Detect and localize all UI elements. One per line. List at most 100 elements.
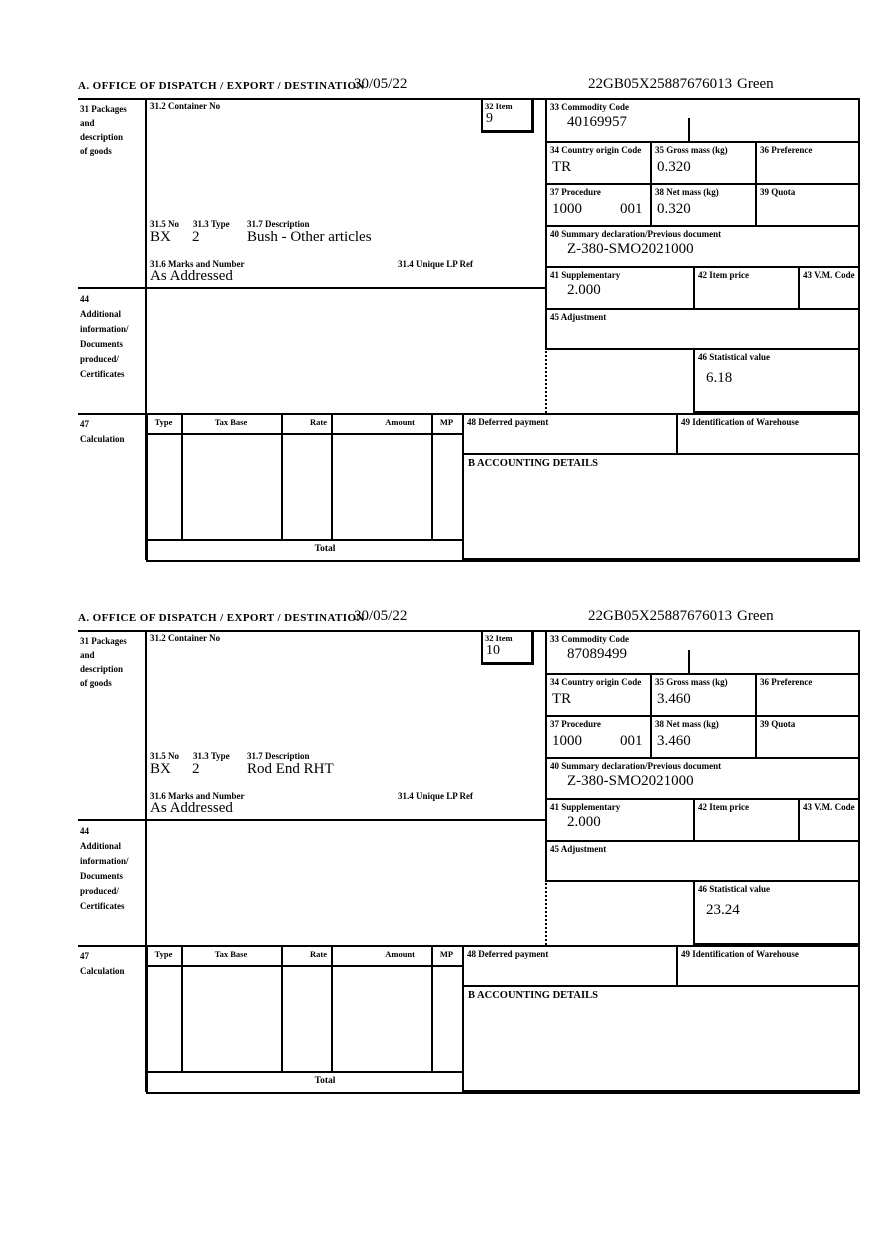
left-column-divider <box>145 98 147 560</box>
procedure-value-1: 1000 <box>552 201 582 217</box>
item-price-label: 42 Item price <box>698 802 749 812</box>
unique-lp-ref-label: 31.4 Unique LP Ref <box>398 259 474 269</box>
calc-col-line <box>431 945 433 1071</box>
statistical-value-label: 46 Statistical value <box>698 352 770 362</box>
quota-label: 39 Quota <box>760 719 796 729</box>
country-origin-box: 34 Country origin Code TR <box>545 141 652 185</box>
procedure-value-2: 001 <box>620 733 643 749</box>
calc-header-bottom-border <box>146 433 462 435</box>
commodity-code-box: 33 Commodity Code 87089499 <box>545 630 860 675</box>
previous-document-value: Z-380-SMO2021000 <box>567 241 694 257</box>
calc-col-taxbase: Tax Base <box>214 417 248 427</box>
procedure-label: 37 Procedure <box>550 187 601 197</box>
unique-lp-ref-label: 31.4 Unique LP Ref <box>398 791 474 801</box>
commodity-code-label: 33 Commodity Code <box>550 102 629 112</box>
item-number-box: 32 Item 10 <box>481 630 534 665</box>
commodity-code-box: 33 Commodity Code 40169957 <box>545 98 860 143</box>
summary-declaration-box: 40 Summary declaration/Previous document… <box>545 757 860 800</box>
marks-number-label: 31.6 Marks and Number <box>150 791 245 801</box>
deferred-payment-box: 48 Deferred payment <box>462 945 678 987</box>
item-block-2: A. OFFICE OF DISPATCH / EXPORT / DESTINA… <box>0 607 882 1139</box>
warehouse-label: 49 Identification of Warehouse <box>681 949 799 959</box>
statistical-value: 6.18 <box>706 370 733 386</box>
vm-code-box: 43 V.M. Code <box>798 266 860 310</box>
declaration-reference: 22GB05X25887676013 <box>588 76 733 92</box>
accounting-details-label: B ACCOUNTING DETAILS <box>468 458 598 469</box>
adjustment-label: 45 Adjustment <box>550 312 607 322</box>
statistical-value-box: 46 Statistical value 23.24 <box>693 880 860 945</box>
gross-mass-label: 35 Gross mass (kg) <box>655 145 728 155</box>
calc-col-mp: MP <box>439 417 454 427</box>
summary-declaration-label: 40 Summary declaration/Previous document <box>550 761 722 771</box>
pkg-type-label: 31.3 Type <box>193 219 230 229</box>
declaration-date: 30/05/22 <box>354 608 408 624</box>
box44-label: 44 Additional information/ Documents pro… <box>80 826 129 911</box>
item-number-value: 10 <box>486 643 500 658</box>
commodity-code-value: 87089499 <box>567 646 627 662</box>
country-origin-value: TR <box>552 691 572 707</box>
vm-code-label: 43 V.M. Code <box>803 270 855 280</box>
total-label: Total <box>314 544 336 554</box>
box47-label: 47 Calculation <box>80 419 125 444</box>
calc-col-line <box>181 413 183 539</box>
container-no-label: 31.2 Container No <box>150 101 221 111</box>
gross-mass-value: 3.460 <box>657 691 691 707</box>
net-mass-label: 38 Net mass (kg) <box>655 187 719 197</box>
quota-box: 39 Quota <box>755 715 860 759</box>
statistical-value-box: 46 Statistical value 6.18 <box>693 348 860 413</box>
calc-col-line <box>431 413 433 539</box>
preference-box: 36 Preference <box>755 673 860 717</box>
item-number-label: 32 Item <box>485 101 513 111</box>
procedure-box: 37 Procedure 1000 001 <box>545 183 652 227</box>
vm-code-label: 43 V.M. Code <box>803 802 855 812</box>
summary-declaration-box: 40 Summary declaration/Previous document… <box>545 225 860 268</box>
dotted-top-border <box>545 880 695 882</box>
commodity-code-value: 40169957 <box>567 114 627 130</box>
warehouse-label: 49 Identification of Warehouse <box>681 417 799 427</box>
marks-value: As Addressed <box>150 268 233 284</box>
calc-col-amount: Amount <box>385 949 415 959</box>
supplementary-label: 41 Supplementary <box>550 802 621 812</box>
procedure-value-1: 1000 <box>552 733 582 749</box>
package-type-value: 2 <box>192 761 200 777</box>
statistical-value-label: 46 Statistical value <box>698 884 770 894</box>
item-number-box: 32 Item 9 <box>481 98 534 133</box>
item-price-box: 42 Item price <box>693 798 800 842</box>
net-mass-box: 38 Net mass (kg) 3.460 <box>650 715 757 759</box>
adjustment-box: 45 Adjustment <box>545 308 860 350</box>
calc-col-rate: Rate <box>310 417 327 427</box>
item-price-box: 42 Item price <box>693 266 800 310</box>
vm-code-box: 43 V.M. Code <box>798 798 860 842</box>
item-number-label: 32 Item <box>485 633 513 643</box>
package-type-value: 2 <box>192 229 200 245</box>
procedure-label: 37 Procedure <box>550 719 601 729</box>
preference-label: 36 Preference <box>760 677 813 687</box>
net-mass-box: 38 Net mass (kg) 0.320 <box>650 183 757 227</box>
box44-label: 44 Additional information/ Documents pro… <box>80 294 129 379</box>
pkg-no-label: 31.5 No <box>150 219 179 229</box>
routing-status: Green <box>737 76 774 92</box>
supplementary-box: 41 Supplementary 2.000 <box>545 798 695 842</box>
declaration-date: 30/05/22 <box>354 76 408 92</box>
pkg-description-label: 31.7 Description <box>247 219 310 229</box>
country-origin-value: TR <box>552 159 572 175</box>
pkg-type-label: 31.3 Type <box>193 751 230 761</box>
office-of-dispatch-header: A. OFFICE OF DISPATCH / EXPORT / DESTINA… <box>78 80 365 92</box>
declaration-reference: 22GB05X25887676013 <box>588 608 733 624</box>
adjustment-label: 45 Adjustment <box>550 844 607 854</box>
item-number-value: 9 <box>486 111 493 126</box>
preference-box: 36 Preference <box>755 141 860 185</box>
form-bottom-border <box>146 1092 860 1094</box>
dotted-left-border <box>545 348 547 413</box>
statistical-value: 23.24 <box>706 902 740 918</box>
accounting-details-box: B ACCOUNTING DETAILS <box>462 985 860 1092</box>
total-row-left-border <box>146 539 148 560</box>
form-top-border <box>78 98 860 100</box>
supplementary-value: 2.000 <box>567 814 601 830</box>
deferred-payment-label: 48 Deferred payment <box>467 949 549 959</box>
total-label: Total <box>314 1076 336 1086</box>
form-bottom-border <box>146 560 860 562</box>
calc-col-taxbase: Tax Base <box>214 949 248 959</box>
country-origin-box: 34 Country origin Code TR <box>545 673 652 717</box>
